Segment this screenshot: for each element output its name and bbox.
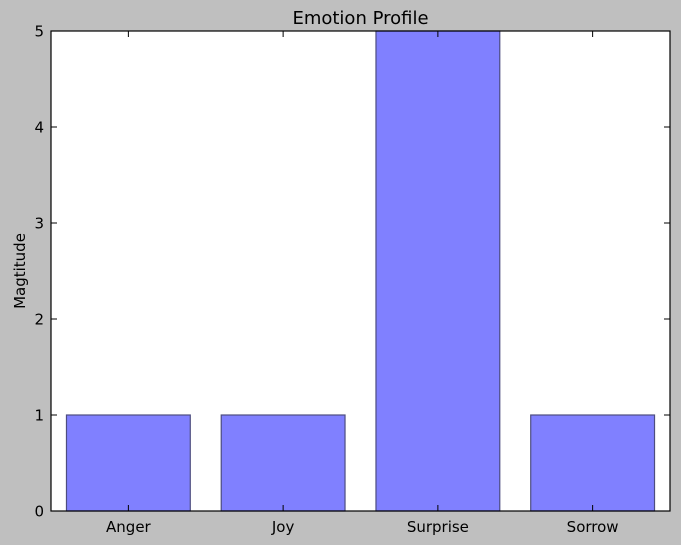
y-tick-label: 3	[34, 215, 44, 233]
y-tick-label: 2	[34, 311, 44, 329]
bars-group	[65, 30, 656, 512]
chart-title: Emotion Profile	[292, 8, 428, 29]
bar-joy	[220, 414, 346, 512]
y-tick-label: 4	[34, 119, 44, 137]
bar-sorrow	[530, 414, 656, 512]
y-axis-label: Magtitude	[11, 233, 29, 309]
x-tick-label: Anger	[106, 518, 152, 536]
bar-anger	[65, 414, 191, 512]
x-tick-label: Joy	[271, 518, 295, 536]
x-tick-labels: Anger Joy Surprise Sorrow	[106, 518, 619, 536]
y-tick-label: 0	[34, 503, 44, 521]
x-tick-label: Sorrow	[567, 518, 619, 536]
y-tick-label: 1	[34, 407, 44, 425]
bar-surprise	[375, 30, 501, 512]
plot-frame	[50, 30, 671, 512]
y-tick-label: 5	[34, 23, 44, 41]
y-tick-labels: 0 1 2 3 4 5	[34, 23, 44, 521]
x-tick-label: Surprise	[407, 518, 469, 536]
